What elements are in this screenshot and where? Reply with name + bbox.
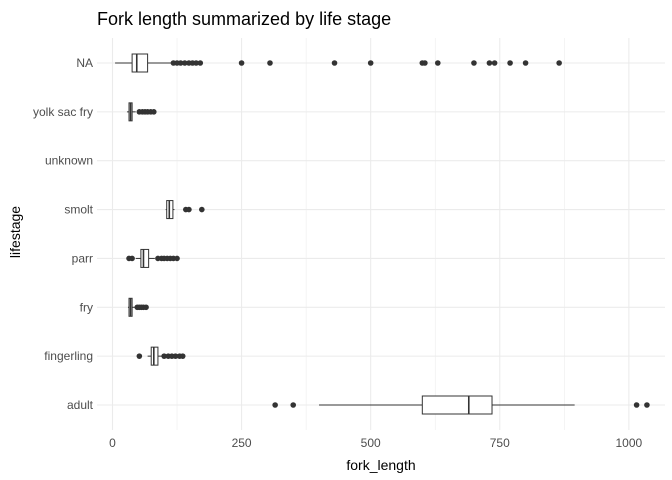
box-group xyxy=(127,297,149,317)
outlier-point xyxy=(272,402,278,408)
outlier-point xyxy=(238,60,245,66)
outlier-point xyxy=(522,60,529,66)
box-iqr xyxy=(131,53,149,73)
y-tick-label: fingerling xyxy=(44,349,93,363)
outlier-point xyxy=(129,255,135,262)
outlier-point xyxy=(435,60,441,66)
y-tick-label: adult xyxy=(67,398,94,412)
x-tick-label: 750 xyxy=(490,436,510,450)
outlier-point xyxy=(644,402,650,408)
outlier-point xyxy=(471,60,477,66)
box-iqr xyxy=(421,395,493,415)
y-tick-label: yolk sac fry xyxy=(33,105,93,119)
outlier-point xyxy=(172,353,179,359)
outlier-point xyxy=(179,353,186,359)
outlier-point xyxy=(290,402,297,408)
outlier-point xyxy=(199,206,205,213)
outlier-point xyxy=(491,60,498,66)
y-tick-label: NA xyxy=(76,56,93,70)
y-tick-label: parr xyxy=(72,251,93,265)
outlier-point xyxy=(197,60,204,66)
box-group xyxy=(272,395,650,415)
outlier-point xyxy=(556,60,562,66)
y-tick-label: unknown xyxy=(45,154,93,168)
box-group xyxy=(126,248,180,268)
outlier-point xyxy=(267,60,273,66)
outlier-point xyxy=(186,206,192,213)
outlier-point xyxy=(486,60,493,66)
y-axis-title: lifestage xyxy=(7,206,23,258)
box-group xyxy=(126,102,157,122)
x-tick-label: 0 xyxy=(109,436,116,450)
box-iqr xyxy=(140,248,150,268)
outlier-point xyxy=(151,109,157,115)
box-group xyxy=(165,200,205,220)
chart-title: Fork length summarized by life stage xyxy=(97,9,391,29)
outlier-point xyxy=(174,255,180,262)
x-tick-label: 500 xyxy=(361,436,381,450)
outlier-point xyxy=(143,304,149,311)
box-layer xyxy=(115,53,650,415)
outlier-point xyxy=(181,60,188,66)
box-group xyxy=(115,53,562,73)
outlier-point xyxy=(422,60,428,66)
outlier-point xyxy=(633,402,640,408)
grid-layer xyxy=(97,38,665,430)
outlier-point xyxy=(177,60,184,66)
tick-label-layer: 0 250 500 750 1000 NA yolk sac fry unknown smolt… xyxy=(33,56,643,450)
outlier-point xyxy=(331,60,338,66)
y-tick-label: smolt xyxy=(64,203,93,217)
box-group xyxy=(136,346,186,366)
x-tick-label: 250 xyxy=(232,436,252,450)
y-tick-label: fry xyxy=(80,300,93,314)
x-tick-label: 1000 xyxy=(616,436,643,450)
outlier-point xyxy=(367,60,374,66)
x-axis-title: fork_length xyxy=(346,457,415,473)
outlier-point xyxy=(136,353,143,359)
outlier-point xyxy=(507,60,513,66)
outlier-point xyxy=(193,60,199,66)
outlier-point xyxy=(161,353,167,359)
